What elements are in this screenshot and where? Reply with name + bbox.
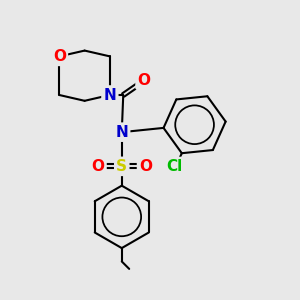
Text: S: S xyxy=(116,159,127,174)
Text: O: O xyxy=(92,159,104,174)
Text: N: N xyxy=(116,125,128,140)
Text: O: O xyxy=(138,73,151,88)
Text: O: O xyxy=(139,159,152,174)
Text: Cl: Cl xyxy=(167,159,183,174)
Text: O: O xyxy=(53,49,66,64)
Text: N: N xyxy=(103,88,116,103)
